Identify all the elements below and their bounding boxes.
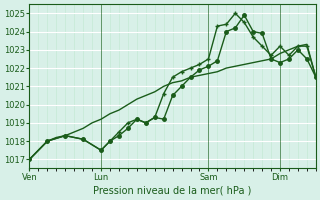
X-axis label: Pression niveau de la mer( hPa ): Pression niveau de la mer( hPa ) xyxy=(93,186,252,196)
